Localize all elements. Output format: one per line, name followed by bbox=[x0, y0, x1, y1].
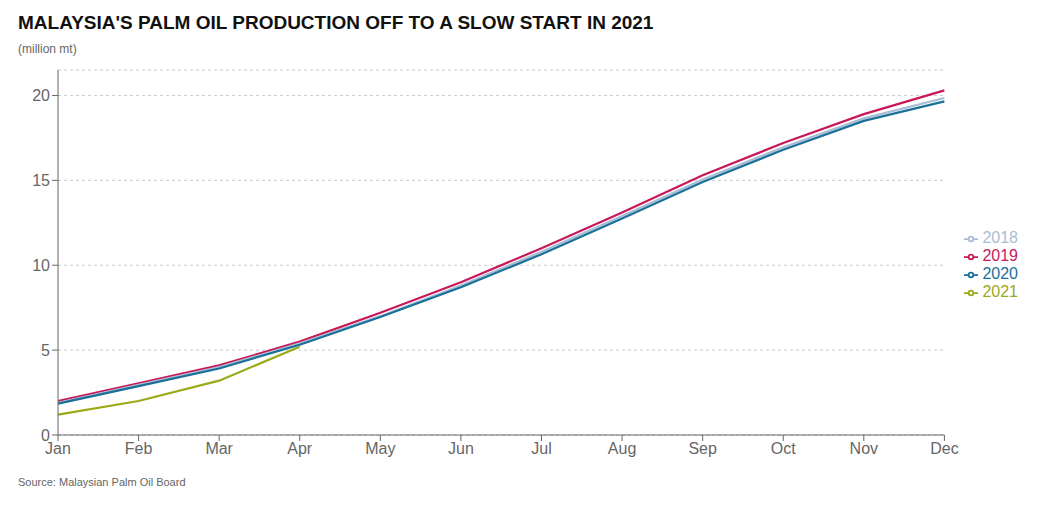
html-text:MALAYSIA'S PALM OIL PRODUCTION: MALAYSIA'S PALM OIL PRODUCTION OFF TO A … bbox=[18, 12, 654, 33]
html-text:2020: 2020 bbox=[982, 265, 1018, 282]
svg-text:Sep: Sep bbox=[688, 440, 717, 457]
svg-text:Jun: Jun bbox=[448, 440, 474, 457]
svg-text:Oct: Oct bbox=[771, 440, 796, 457]
html-text:2021: 2021 bbox=[982, 283, 1018, 300]
html-text:2019: 2019 bbox=[982, 247, 1018, 264]
svg-text:Apr: Apr bbox=[287, 440, 313, 457]
svg-text:Jan: Jan bbox=[45, 440, 71, 458]
html-text:2018: 2018 bbox=[982, 229, 1018, 246]
svg-text:Mar: Mar bbox=[205, 440, 233, 457]
svg-text:Nov: Nov bbox=[850, 440, 878, 457]
svg-text:Jul: Jul bbox=[531, 440, 551, 457]
svg-text:0: 0 bbox=[41, 427, 50, 444]
html-text:(million mt): (million mt) bbox=[18, 42, 77, 56]
svg-text:Dec: Dec bbox=[930, 440, 958, 457]
svg-text:15: 15 bbox=[32, 172, 50, 189]
svg-text:10: 10 bbox=[32, 257, 50, 274]
svg-text:Aug: Aug bbox=[608, 440, 636, 457]
svg-text:20: 20 bbox=[32, 87, 50, 104]
html-text:Source: Malaysian Palm Oil Boa: Source: Malaysian Palm Oil Board bbox=[18, 476, 186, 488]
svg-text:May: May bbox=[365, 440, 395, 457]
svg-text:Feb: Feb bbox=[125, 440, 153, 457]
svg-text:5: 5 bbox=[41, 342, 50, 359]
